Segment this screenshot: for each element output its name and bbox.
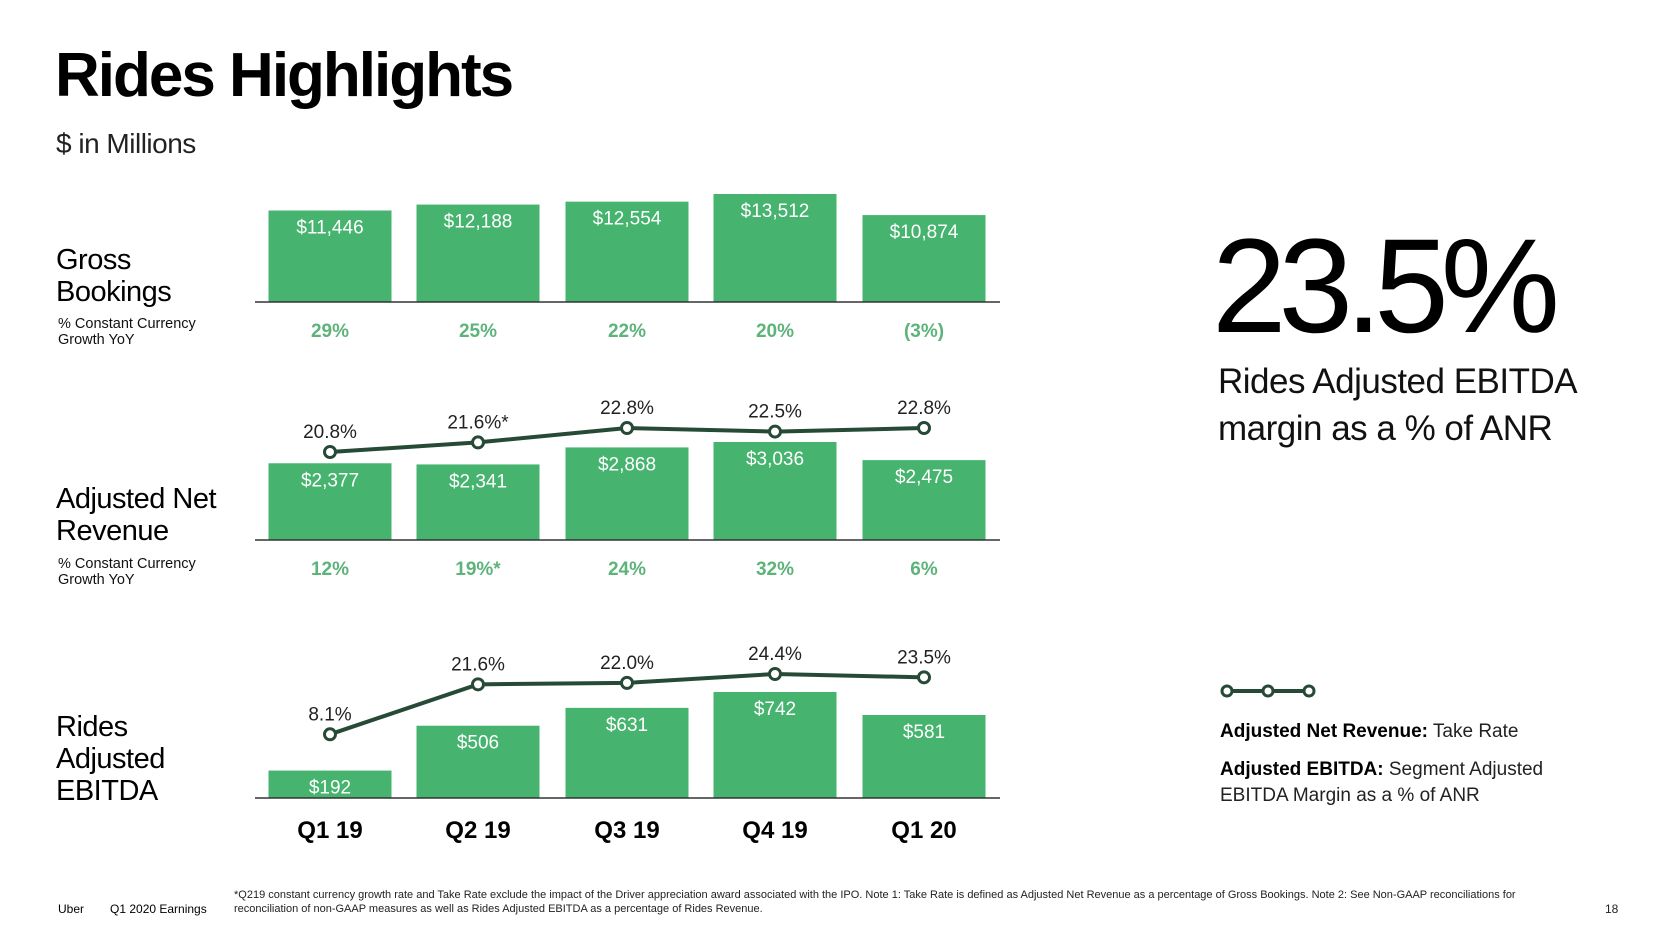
adjusted-net-revenue-label: Adjusted Net Revenue xyxy=(56,483,217,547)
adjusted-net-revenue-bar-1 xyxy=(268,463,392,540)
legend-ebitda-margin: Adjusted EBITDA: Segment Adjusted EBITDA… xyxy=(1220,757,1560,809)
adjusted-net-revenue-growth-label-3: 24% xyxy=(608,559,646,580)
gross-bookings-growth-label-3: 22% xyxy=(608,321,646,342)
gross-bookings-bar-3 xyxy=(565,201,689,302)
adjusted-net-revenue-line-label-4: 22.5% xyxy=(748,402,802,423)
x-tick-label-1: Q1 19 xyxy=(297,817,362,844)
legend-take-rate-text: Take Rate xyxy=(1427,721,1519,742)
gross-bookings-bar-label-3: $12,554 xyxy=(593,209,662,230)
rides-adjusted-ebitda-bar-label-2: $506 xyxy=(457,733,499,754)
adjusted-net-revenue-sublabel: % Constant Currency Growth YoY xyxy=(58,556,196,588)
rides-adjusted-ebitda-line-point-1 xyxy=(323,727,337,742)
adjusted-net-revenue-line-point-1 xyxy=(323,445,337,459)
adjusted-net-revenue-line-label-5: 22.8% xyxy=(897,398,951,419)
adjusted-net-revenue-growth-label-2: 19%* xyxy=(455,559,501,580)
gross-bookings-growth-label-2: 25% xyxy=(459,321,497,342)
adjusted-net-revenue-line-label-1: 20.8% xyxy=(303,422,357,443)
x-tick-label-3: Q3 19 xyxy=(594,817,659,844)
highlight-value: 23.5% xyxy=(1212,212,1560,361)
footnote: *Q219 constant currency growth rate and … xyxy=(234,889,1516,915)
adjusted-net-revenue-bar-label-5: $2,475 xyxy=(895,467,953,488)
adjusted-net-revenue-line-point-2 xyxy=(471,435,485,450)
highlight-description: Rides Adjusted EBITDA margin as a % of A… xyxy=(1218,362,1576,448)
legend-take-rate-title: Adjusted Net Revenue: xyxy=(1220,721,1428,742)
adjusted-net-revenue-line-point-5 xyxy=(917,421,931,435)
x-tick-label-2: Q2 19 xyxy=(445,817,510,844)
adjusted-net-revenue-bar-label-3: $2,868 xyxy=(598,454,656,475)
gross-bookings-bar-1 xyxy=(268,210,392,302)
rides-adjusted-ebitda-line-point-3 xyxy=(620,675,634,690)
adjusted-net-revenue-line-point-3 xyxy=(620,421,634,435)
footer-brand: Uber xyxy=(58,902,85,916)
legend-ebitda-margin-text: Segment Adjusted EBITDA Margin as a % of… xyxy=(1220,759,1544,806)
gross-bookings-growth-label-1: 29% xyxy=(311,321,349,342)
adjusted-net-revenue-bar-2 xyxy=(416,464,540,540)
gross-bookings-bar-5 xyxy=(862,215,986,302)
adjusted-net-revenue-bar-label-2: $2,341 xyxy=(449,471,507,492)
rides-adjusted-ebitda-bar-label-4: $742 xyxy=(754,699,796,720)
adjusted-net-revenue-bar-3 xyxy=(565,447,689,540)
rides-adjusted-ebitda-bar-3 xyxy=(565,707,689,798)
adjusted-net-revenue-line-point-4 xyxy=(768,424,782,439)
rides-adjusted-ebitda-line-point-4 xyxy=(768,667,782,681)
x-tick-label-5: Q1 20 xyxy=(891,817,956,844)
gross-bookings-bar-4 xyxy=(713,194,837,302)
page-subtitle: $ in Millions xyxy=(56,128,196,159)
gross-bookings-label: Gross Bookings xyxy=(56,244,172,308)
legend-line-icon xyxy=(1220,684,1316,698)
rides-adjusted-ebitda-line-label-2: 21.6% xyxy=(451,654,505,675)
adjusted-net-revenue-growth-label-4: 32% xyxy=(756,559,794,580)
legend-ebitda-margin-title: Adjusted EBITDA: xyxy=(1220,759,1384,780)
rides-adjusted-ebitda-label: Rides Adjusted EBITDA xyxy=(56,711,165,807)
gross-bookings-bar-label-1: $11,446 xyxy=(296,218,363,239)
adjusted-net-revenue-bar-5 xyxy=(862,460,986,540)
gross-bookings-bar-label-5: $10,874 xyxy=(890,222,959,243)
adjusted-net-revenue-growth-label-5: 6% xyxy=(910,559,938,580)
rides-adjusted-ebitda-bar-1 xyxy=(268,770,392,798)
adjusted-net-revenue-bar-label-1: $2,377 xyxy=(301,470,359,491)
page-number: 18 xyxy=(1605,902,1619,916)
rides-adjusted-ebitda-line-label-5: 23.5% xyxy=(897,647,951,668)
rides-adjusted-ebitda-bar-4 xyxy=(713,692,837,798)
rides-adjusted-ebitda-line-label-4: 24.4% xyxy=(748,644,802,665)
adjusted-net-revenue-bar-4 xyxy=(713,442,837,540)
rides-adjusted-ebitda-bar-label-5: $581 xyxy=(903,722,945,743)
rides-adjusted-ebitda-bar-5 xyxy=(862,715,986,798)
gross-bookings-bar-label-2: $12,188 xyxy=(444,212,513,233)
rides-adjusted-ebitda-line-label-1: 8.1% xyxy=(308,704,351,725)
x-tick-label-4: Q4 19 xyxy=(742,817,807,844)
rides-adjusted-ebitda-bar-2 xyxy=(416,725,540,798)
rides-highlights-chart: $11,446 $12,188 $12,554 $13,512 $10,874 29% 25… xyxy=(255,194,1000,844)
rides-adjusted-ebitda-line-label-3: 22.0% xyxy=(600,653,654,674)
page-title: Rides Highlights xyxy=(55,41,514,110)
gross-bookings-growth-label-4: 20% xyxy=(756,321,794,342)
rides-adjusted-ebitda-bar-label-1: $192 xyxy=(309,778,351,799)
footer-report: Q1 2020 Earnings xyxy=(110,902,207,916)
gross-bookings-sublabel: % Constant Currency Growth YoY xyxy=(58,316,196,348)
adjusted-net-revenue-bar-label-4: $3,036 xyxy=(746,449,804,470)
rides-adjusted-ebitda-bar-label-3: $631 xyxy=(606,715,648,736)
adjusted-net-revenue-line-label-2: 21.6%* xyxy=(447,412,509,433)
adjusted-net-revenue-line-label-3: 22.8% xyxy=(600,398,654,419)
gross-bookings-bar-2 xyxy=(416,204,540,302)
gross-bookings-growth-label-5: (3%) xyxy=(904,321,944,342)
adjusted-net-revenue-growth-label-1: 12% xyxy=(311,559,349,580)
legend-take-rate: Adjusted Net Revenue: Take Rate xyxy=(1220,719,1640,745)
gross-bookings-bar-label-4: $13,512 xyxy=(741,201,810,222)
rides-adjusted-ebitda-line-point-2 xyxy=(471,677,485,692)
rides-adjusted-ebitda-line-point-5 xyxy=(917,670,931,685)
